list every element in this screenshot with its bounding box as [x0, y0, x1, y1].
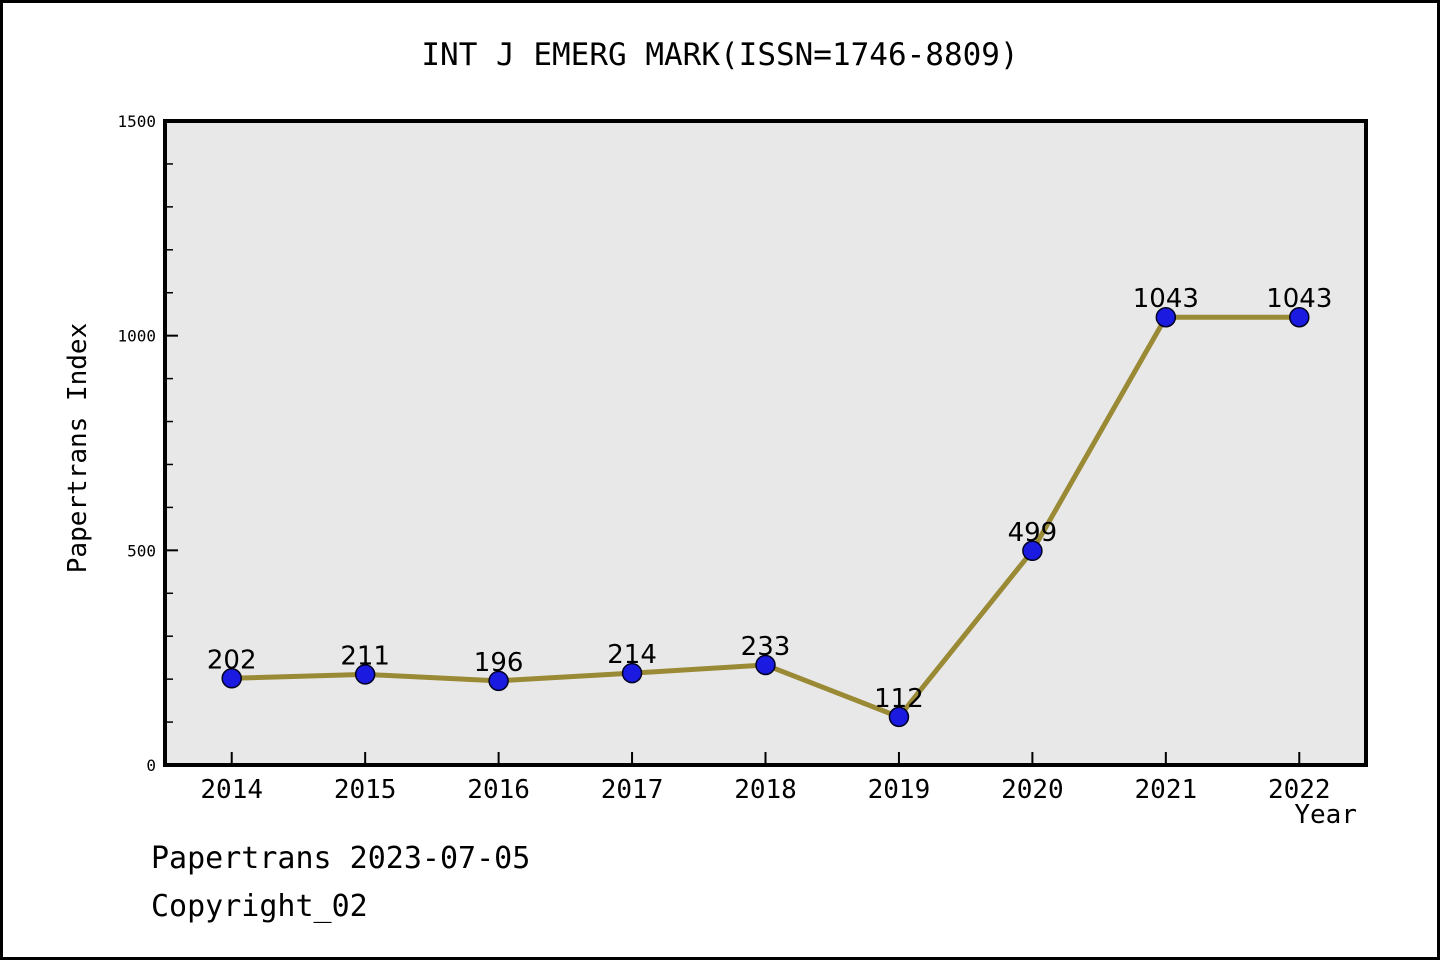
y-axis-label: Papertrans Index	[63, 322, 93, 574]
data-point-label: 233	[741, 632, 791, 662]
y-tick-label: 0	[146, 756, 156, 775]
data-point	[354, 664, 376, 685]
y-tick-label: 1000	[117, 327, 156, 346]
data-point-label: 214	[607, 640, 657, 670]
x-tick-label: 2019	[868, 775, 931, 805]
data-point	[888, 706, 910, 728]
data-point	[1289, 306, 1310, 328]
x-tick-label: 2022	[1268, 775, 1331, 805]
chart-title: INT J EMERG MARK(ISSN=1746-8809)	[421, 37, 1019, 73]
data-point-label: 1043	[1133, 284, 1199, 314]
plot-border	[163, 119, 1368, 767]
data-point	[488, 670, 509, 692]
x-axis-label: Year	[1294, 800, 1357, 830]
x-tick-label: 2017	[601, 775, 664, 805]
data-point	[1022, 540, 1043, 562]
data-point	[1155, 306, 1177, 328]
x-tick-label: 2016	[467, 775, 530, 805]
data-point	[221, 668, 242, 689]
x-tick-label: 2021	[1135, 775, 1198, 805]
x-tick-label: 2015	[334, 775, 397, 805]
data-point-label: 196	[474, 648, 524, 678]
data-point-label: 112	[874, 684, 924, 714]
y-tick-label: 500	[127, 541, 156, 560]
x-tick-label: 2018	[734, 775, 797, 805]
data-point-label: 211	[340, 641, 390, 671]
data-point-label: 499	[1008, 518, 1058, 548]
x-tick-label: 2014	[200, 775, 263, 805]
footer-source-date: Papertrans 2023-07-05	[151, 841, 531, 876]
data-point	[755, 654, 776, 676]
y-tick-label: 1500	[117, 112, 156, 131]
data-point-label: 1043	[1266, 284, 1332, 314]
footer-copyright: Copyright_02	[151, 889, 368, 924]
x-tick-label: 2020	[1001, 775, 1064, 805]
data-point-label: 202	[207, 645, 257, 675]
data-point	[621, 662, 643, 684]
line-chart: 0 500 1000 1500 2014 2015 2016 2017 2018 2019 2020…	[117, 112, 1368, 805]
